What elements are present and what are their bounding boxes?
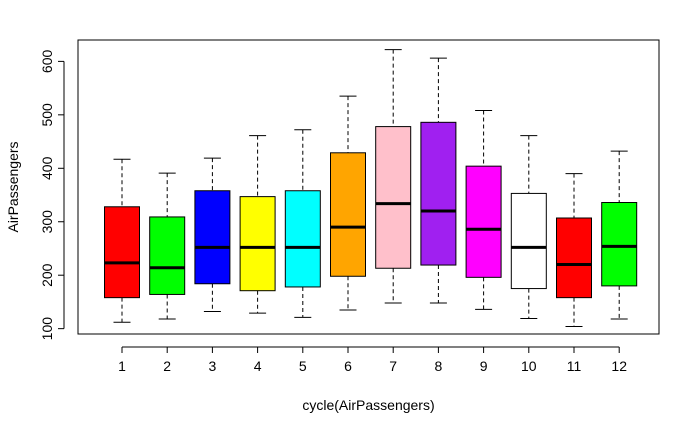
plot-frame [77,39,660,335]
y-tick-label: 200 [39,263,55,287]
box-6 [330,95,366,311]
iqr-box [284,190,321,288]
x-tick-label: 11 [567,358,582,374]
x-tick-label: 10 [521,358,537,374]
x-axis: 1 2 3 4 5 6 7 8 9 10 11 12 [118,346,627,374]
iqr-box [420,121,457,266]
iqr-box [149,216,186,295]
x-tick-label: 1 [118,358,126,374]
boxes [104,49,638,328]
iqr-box [375,126,412,269]
iqr-box [510,192,547,290]
y-axis-title: AirPassengers [5,141,21,232]
iqr-box [330,152,366,277]
x-tick-label: 8 [435,358,443,374]
iqr-box [601,202,638,287]
box-1 [104,158,140,323]
box-5 [284,129,321,318]
box-3 [194,157,231,313]
x-axis-title: cycle(AirPassengers) [302,397,434,413]
x-tick-label: 7 [389,358,397,374]
y-axis: 100 200 300 400 500 600 [39,49,65,341]
box-2 [149,172,186,320]
y-tick-label: 300 [39,210,55,234]
y-tick-label: 500 [39,103,55,127]
box-12 [601,150,638,320]
iqr-box [104,206,140,299]
iqr-box [239,196,276,292]
x-tick-label: 2 [163,358,171,374]
y-tick-label: 100 [39,317,55,341]
x-tick-label: 9 [480,358,488,374]
x-tick-label: 5 [299,358,307,374]
box-11 [556,173,592,328]
box-8 [420,57,457,304]
x-tick-label: 12 [611,358,627,374]
iqr-box [465,165,502,278]
box-4 [239,135,276,314]
box-9 [465,110,502,310]
box-10 [510,135,547,319]
x-tick-label: 6 [344,358,352,374]
iqr-box [556,217,592,299]
y-tick-label: 400 [39,156,55,180]
iqr-box [194,190,231,285]
box-7 [375,49,412,304]
x-tick-label: 3 [209,358,217,374]
x-tick-label: 4 [254,358,262,374]
y-tick-label: 600 [39,49,55,73]
